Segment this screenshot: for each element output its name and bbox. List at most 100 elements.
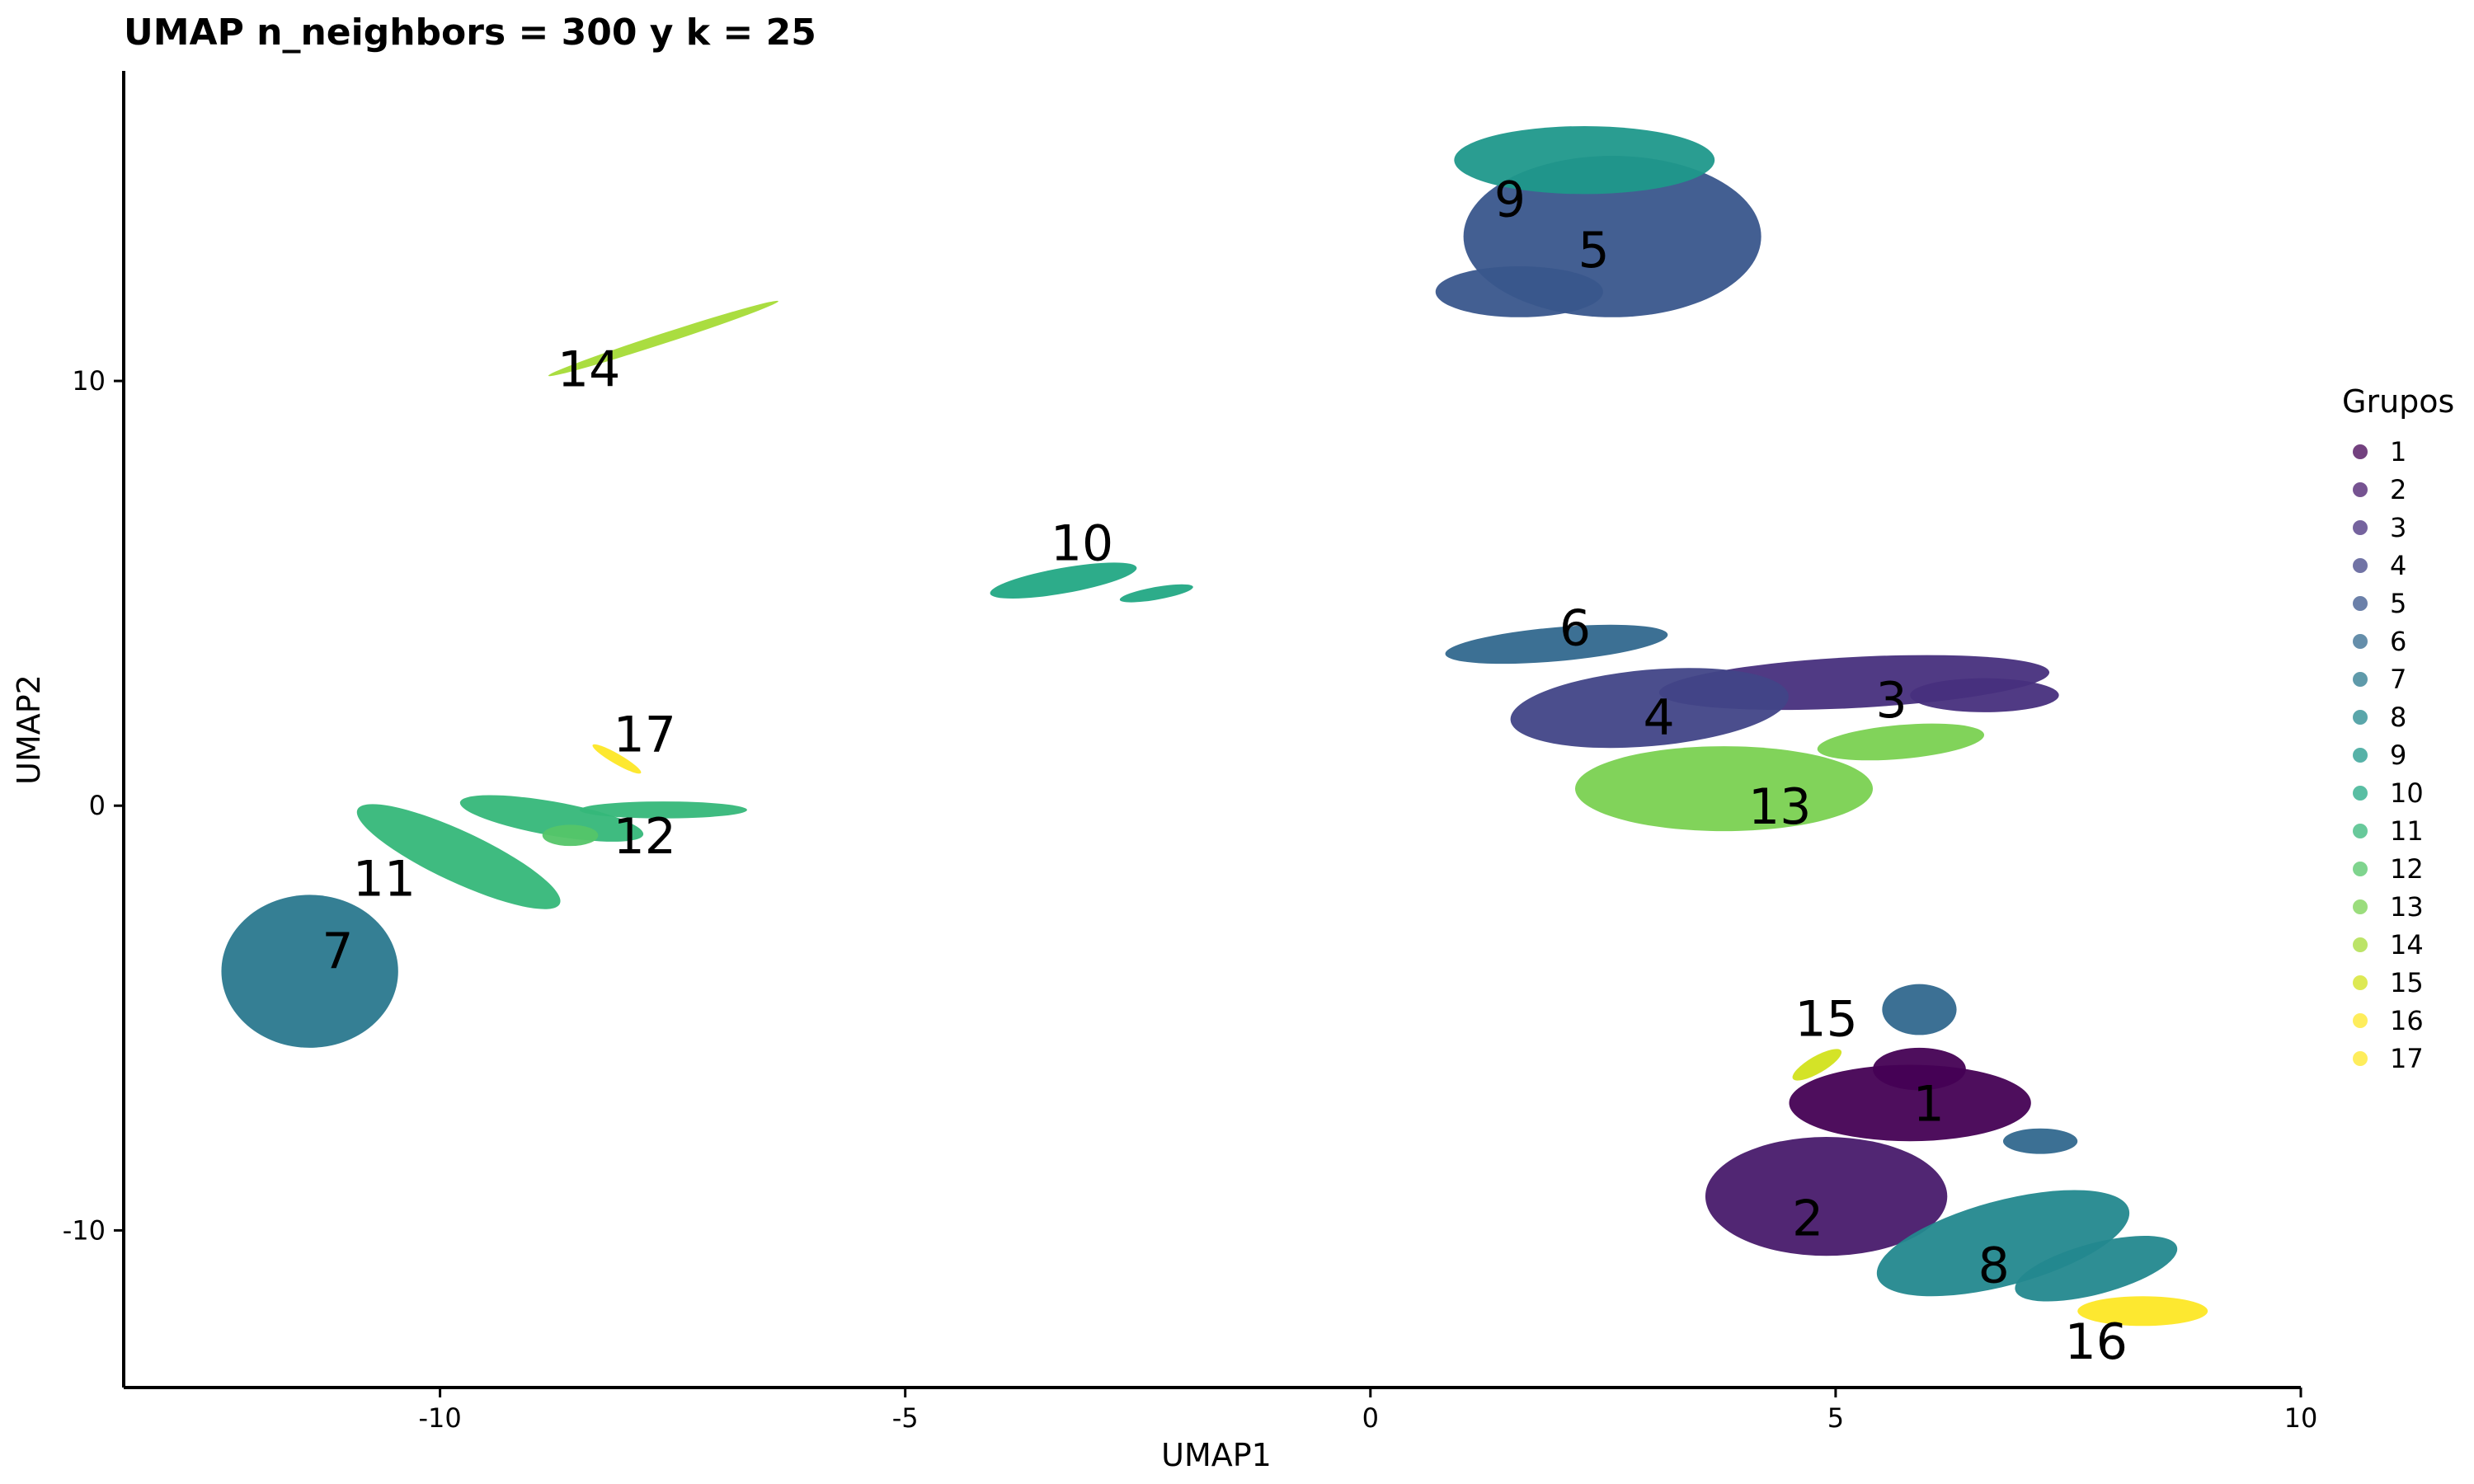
legend-label-1: 1 [2390,436,2406,467]
legend-label-12: 12 [2390,853,2424,885]
legend-label-9: 9 [2390,740,2406,771]
cluster-16-points [2077,1296,2208,1327]
cluster-13-points [1575,723,1985,832]
cluster-14-points [548,300,778,377]
cluster-6-points [1445,624,2078,1154]
cluster-6-region-2 [2002,1128,2078,1154]
x-tick-label: 5 [1827,1402,1844,1434]
cluster-15-points [1792,1049,1842,1081]
legend-swatch-11 [2353,824,2368,838]
cluster-label-14: 14 [557,340,620,398]
legend-label-4: 4 [2390,550,2406,581]
legend-swatch-17 [2353,1051,2368,1066]
cluster-label-9: 9 [1494,171,1526,228]
legend-label-10: 10 [2390,777,2424,809]
cluster-12-region-0 [542,824,599,847]
x-axis-ticks: -10 -5 0 5 10 [418,1388,2317,1434]
y-tick-label: 10 [72,365,106,397]
legend-label-13: 13 [2390,891,2424,923]
cluster-label-16: 16 [2065,1313,2128,1371]
cluster-7-points [221,895,398,1048]
cluster-label-12: 12 [614,808,676,866]
cluster-10-points [990,562,1193,603]
cluster-13-region-0 [1575,746,1874,832]
cluster-4-region-0 [1510,668,1789,749]
cluster-label-7: 7 [322,923,353,980]
cluster-10-region-1 [1119,584,1193,603]
cluster-8-points [1876,1190,2178,1302]
plot-area [221,125,2208,1327]
legend-label-5: 5 [2390,588,2406,619]
cluster-6-region-0 [1445,624,1668,665]
legend-swatch-16 [2353,1013,2368,1028]
legend-swatch-15 [2353,975,2368,990]
cluster-13-region-1 [1817,723,1985,761]
x-tick-label: -5 [892,1402,919,1434]
cluster-1-region-1 [1873,1047,1966,1091]
cluster-14-region-0 [548,300,778,377]
cluster-1-points [1789,1047,2031,1142]
cluster-2-points [1705,1137,1948,1256]
cluster-16-region-0 [2077,1296,2208,1327]
x-axis-label: UMAP1 [1161,1437,1272,1473]
cluster-1-region-0 [1789,1064,2031,1142]
legend-label-11: 11 [2390,815,2424,847]
x-tick-label: 0 [1362,1402,1379,1434]
y-tick-label: 0 [89,790,106,821]
legend-swatch-12 [2353,862,2368,876]
cluster-label-10: 10 [1051,515,1113,573]
legend-swatch-7 [2353,672,2368,687]
cluster-11-points [356,795,747,909]
legend-label-14: 14 [2390,929,2424,960]
legend-label-8: 8 [2390,702,2406,733]
cluster-4-points [1510,668,1789,749]
cluster-9-points [1454,125,1715,195]
cluster-6-region-1 [1882,984,1957,1036]
cluster-label-2: 2 [1792,1190,1823,1248]
cluster-label-11: 11 [353,851,416,909]
chart-title: UMAP n_neighbors = 300 y k = 25 [124,12,816,54]
legend-label-17: 17 [2390,1043,2424,1074]
cluster-label-3: 3 [1875,672,1907,730]
legend-swatch-1 [2353,444,2368,459]
cluster-label-4: 4 [1643,689,1674,747]
cluster-label-17: 17 [614,706,676,763]
cluster-3-region-1 [1910,678,2059,712]
legend-swatch-8 [2353,710,2368,725]
cluster-10-region-0 [990,562,1137,599]
legend-label-2: 2 [2390,474,2406,505]
legend-label-16: 16 [2390,1005,2424,1036]
cluster-5-region-1 [1435,265,1603,317]
cluster-7-region-0 [221,895,398,1048]
legend-swatch-13 [2353,899,2368,914]
cluster-11-region-0 [356,804,561,909]
legend-swatch-2 [2353,482,2368,497]
cluster-11-region-1 [459,795,644,842]
cluster-label-5: 5 [1578,222,1609,279]
y-axis-label: UMAP2 [11,674,47,785]
cluster-label-15: 15 [1794,991,1857,1049]
legend-swatch-9 [2353,748,2368,763]
cluster-9-region-0 [1454,125,1715,195]
cluster-label-1: 1 [1913,1076,1945,1134]
legend-swatch-4 [2353,558,2368,573]
cluster-17-region-0 [592,744,642,774]
x-tick-label: -10 [418,1402,461,1434]
legend-label-7: 7 [2390,664,2406,695]
legend-swatch-6 [2353,634,2368,649]
cluster-17-points [592,744,642,774]
cluster-15-region-0 [1792,1049,1842,1081]
x-tick-label: 10 [2284,1402,2318,1434]
y-tick-label: -10 [63,1214,106,1246]
legend-swatch-3 [2353,520,2368,535]
cluster-label-8: 8 [1978,1237,2010,1294]
cluster-11-region-2 [579,801,747,819]
cluster-label-13: 13 [1748,778,1811,836]
legend-label-15: 15 [2390,967,2424,998]
cluster-8-region-0 [1876,1190,2130,1297]
legend-title: Grupos [2342,383,2454,420]
legend-swatch-5 [2353,596,2368,611]
